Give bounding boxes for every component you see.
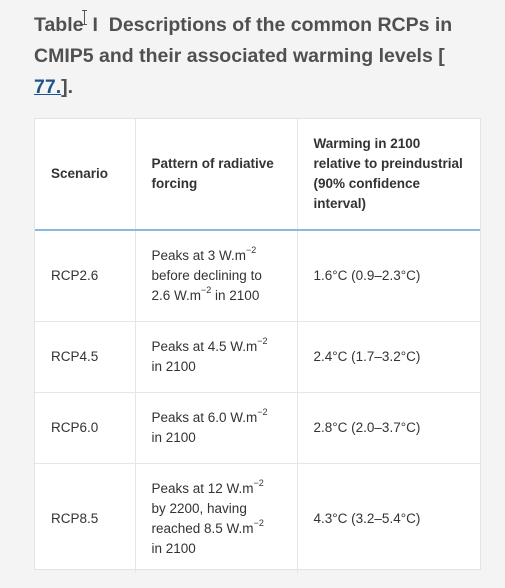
forcing-cell: Peaks at 3 W.m−2 before declining to 2.6 … — [134, 230, 297, 322]
warming-cell: 2.4°C (1.7–3.2°C) — [296, 321, 480, 393]
table-row: RCP8.5 Peaks at 12 W.m−2 by 2200, having … — [35, 463, 480, 573]
warming-cell: 1.6°C (0.9–2.3°C) — [296, 230, 480, 322]
table-header-row: Scenario Pattern of radiative forcing Wa… — [35, 119, 480, 230]
table-row: RCP2.6 Peaks at 3 W.m−2 before declining … — [35, 230, 480, 322]
scenario-cell: RCP6.0 — [51, 420, 99, 435]
rcp-table: Scenario Pattern of radiative forcing Wa… — [34, 118, 481, 573]
caption-numeral: I — [92, 14, 98, 36]
table-caption: Table I Descriptions of the common RCPs i… — [34, 10, 484, 103]
caption-label: Table — [34, 14, 84, 36]
table-row: RCP6.0 Peaks at 6.0 W.m−2 in 2100 2.8°C (… — [35, 392, 480, 464]
scenario-cell: RCP2.6 — [51, 268, 99, 283]
header-forcing: Pattern of radiative forcing — [134, 119, 297, 230]
caption-text: Descriptions of the common RCPs in CMIP5… — [34, 14, 453, 67]
reference-link[interactable]: 77. — [34, 76, 62, 98]
table-row: RCP4.5 Peaks at 4.5 W.m−2 in 2100 2.4°C (… — [35, 321, 480, 393]
scenario-cell: RCP4.5 — [51, 349, 99, 364]
text-cursor-icon — [82, 10, 88, 26]
warming-cell: 4.3°C (3.2–5.4°C) — [296, 463, 480, 573]
warming-cell: 2.8°C (2.0–3.7°C) — [296, 392, 480, 464]
forcing-cell: Peaks at 6.0 W.m−2 in 2100 — [134, 392, 297, 464]
forcing-cell: Peaks at 4.5 W.m−2 in 2100 — [134, 321, 297, 393]
caption-suffix: ]. — [61, 76, 74, 98]
scenario-cell: RCP8.5 — [51, 510, 99, 526]
header-scenario: Scenario — [51, 166, 109, 181]
header-warming: Warming in 2100 relative to preindustria… — [296, 119, 480, 230]
forcing-cell: Peaks at 12 W.m−2 by 2200, having reached… — [134, 463, 297, 573]
